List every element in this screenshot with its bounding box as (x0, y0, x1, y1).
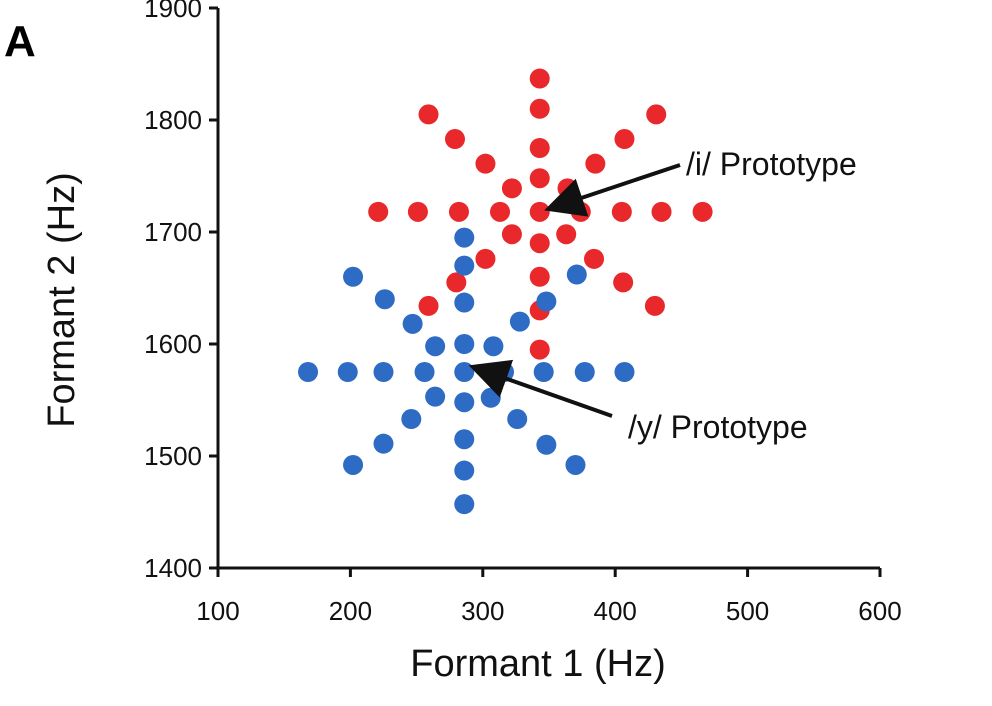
data-point (529, 233, 550, 254)
data-point (454, 494, 475, 515)
y-tick-label: 1800 (144, 105, 202, 135)
data-point (614, 129, 635, 150)
data-point (475, 248, 496, 269)
data-point (483, 336, 504, 357)
x-tick-label: 500 (726, 596, 769, 626)
data-point (529, 168, 550, 189)
data-point (529, 68, 550, 89)
x-tick-label: 100 (196, 596, 239, 626)
data-point (556, 224, 577, 245)
data-point (529, 138, 550, 158)
annotation-label: /i/ Prototype (686, 146, 857, 182)
data-point (585, 153, 606, 174)
data-point (529, 201, 550, 222)
data-point (402, 313, 423, 334)
data-point (414, 362, 435, 382)
data-point (418, 295, 439, 316)
data-point (337, 362, 358, 382)
data-point (373, 433, 394, 454)
data-point (570, 201, 591, 222)
x-tick-label: 600 (858, 596, 901, 626)
data-point (529, 339, 550, 360)
data-point (611, 201, 632, 222)
data-point (644, 295, 665, 316)
data-point (343, 266, 364, 287)
x-axis-title: Formant 1 (Hz) (410, 643, 665, 685)
y-tick-label: 1600 (144, 329, 202, 359)
data-point (574, 362, 595, 382)
data-point (692, 201, 713, 222)
data-point (454, 429, 475, 450)
annotation-group: /i/ Prototype/y/ Prototype (468, 146, 857, 445)
data-point (446, 272, 467, 293)
data-point (475, 153, 496, 174)
data-point (501, 224, 522, 245)
data-point (454, 460, 475, 481)
data-point (343, 454, 364, 475)
data-point (613, 272, 634, 293)
x-tick-label: 200 (329, 596, 372, 626)
axes (216, 8, 880, 570)
data-point (298, 362, 319, 382)
annotation-arrow (544, 163, 681, 217)
data-point (507, 409, 528, 430)
data-point (536, 291, 557, 312)
y-tick-label: 1700 (144, 217, 202, 247)
tick-group: 100 200 300 400 500 600 1400 1500 1600 1700 1800 19… (144, 0, 902, 626)
data-point (529, 266, 550, 287)
y-axis-title: Formant 2 (Hz) (41, 172, 83, 427)
data-point (407, 201, 428, 222)
data-point (401, 409, 422, 430)
data-point (614, 362, 635, 382)
data-point (557, 178, 578, 199)
data-point (529, 98, 550, 119)
annotation-label: /y/ Prototype (628, 409, 808, 445)
y-tick-label: 1400 (144, 553, 202, 583)
data-point (480, 387, 501, 408)
data-point (454, 334, 475, 354)
data-point (448, 201, 469, 222)
data-point (501, 178, 522, 199)
data-point (646, 104, 667, 125)
panel-label: A (4, 17, 36, 66)
data-point (533, 362, 554, 382)
data-point (565, 454, 586, 475)
data-point (454, 227, 475, 248)
data-point (368, 201, 389, 222)
data-point (454, 292, 475, 313)
annotation-arrow (468, 359, 613, 418)
data-point (444, 129, 465, 150)
data-point (490, 201, 511, 222)
data-points (298, 68, 713, 515)
x-tick-label: 300 (461, 596, 504, 626)
data-point (454, 362, 475, 382)
data-point (373, 362, 394, 382)
data-point (374, 289, 395, 310)
data-point (425, 336, 446, 357)
data-point (509, 311, 530, 332)
data-point (454, 392, 475, 413)
y-tick-label: 1900 (144, 0, 202, 23)
data-point (418, 104, 439, 125)
data-point (536, 434, 557, 455)
data-point (584, 248, 605, 269)
y-tick-label: 1500 (144, 441, 202, 471)
data-point (566, 264, 587, 285)
data-point (425, 386, 446, 407)
data-point (454, 255, 475, 276)
x-tick-label: 400 (594, 596, 637, 626)
data-point (651, 201, 672, 222)
